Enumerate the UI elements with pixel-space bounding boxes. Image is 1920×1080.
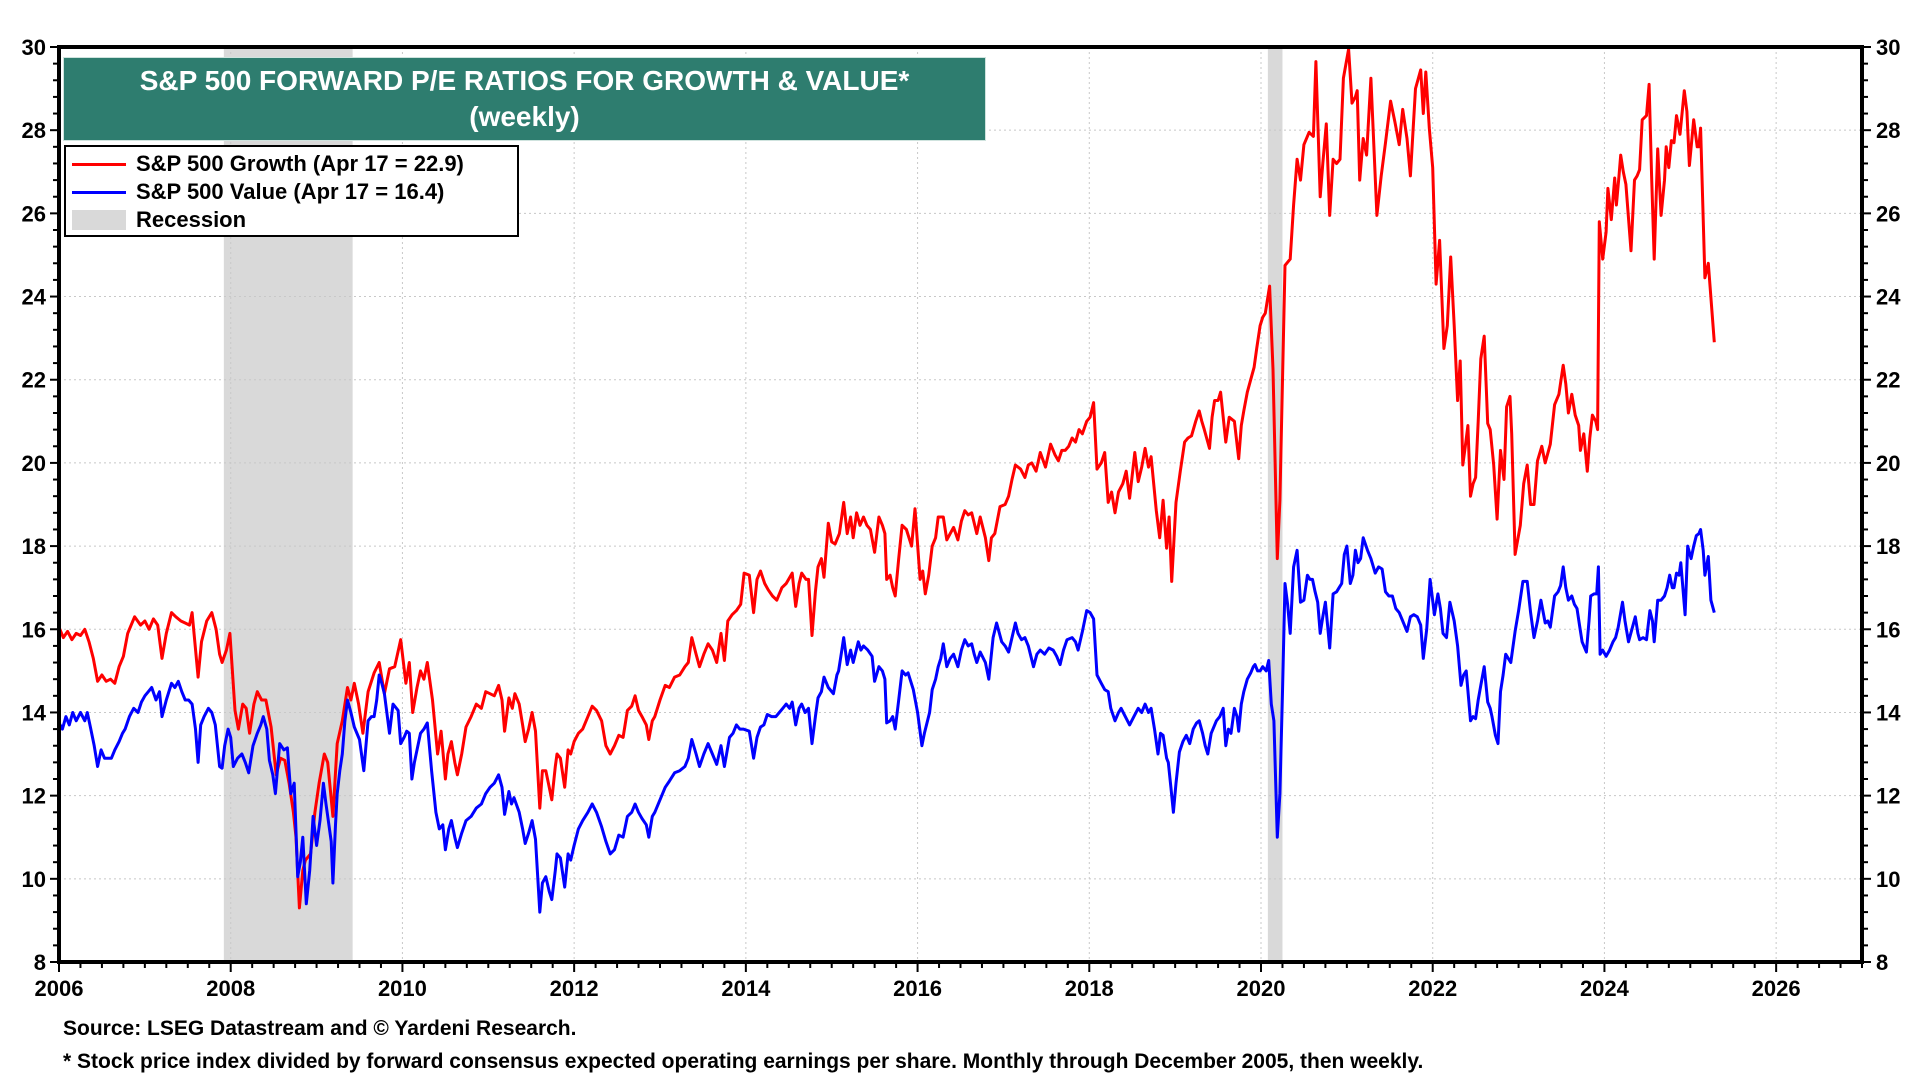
legend-item-value: S&P 500 Value (Apr 17 = 16.4) [72,178,511,206]
y-tick-label-right: 8 [1876,950,1888,975]
y-tick-label-right: 22 [1876,368,1900,393]
y-tick-label-right: 18 [1876,534,1900,559]
legend-swatch-recession [72,210,126,230]
chart-subtitle: (weekly) [469,101,580,132]
x-tick-label: 2020 [1237,976,1286,1001]
x-tick-label: 2016 [893,976,942,1001]
x-tick-label: 2022 [1408,976,1457,1001]
y-tick-label-right: 28 [1876,118,1900,143]
y-tick-label-left: 28 [22,118,46,143]
y-tick-label-right: 10 [1876,867,1900,892]
legend-swatch-value [72,190,126,194]
chart-title: S&P 500 FORWARD P/E RATIOS FOR GROWTH & … [139,65,910,96]
legend-item-recession: Recession [72,206,511,234]
legend: S&P 500 Growth (Apr 17 = 22.9) S&P 500 V… [64,145,519,237]
y-tick-label-left: 14 [22,700,47,725]
legend-swatch-growth [72,162,126,166]
y-tick-label-left: 18 [22,534,46,559]
y-tick-label-right: 14 [1876,700,1901,725]
y-tick-label-left: 20 [22,451,46,476]
x-tick-label: 2006 [35,976,84,1001]
y-tick-label-left: 26 [22,201,46,226]
x-tick-label: 2012 [550,976,599,1001]
axes [50,45,1871,972]
y-tick-label-right: 30 [1876,35,1900,60]
source-note: Source: LSEG Datastream and © Yardeni Re… [63,1017,577,1040]
x-tick-label: 2010 [378,976,427,1001]
y-tick-label-right: 12 [1876,784,1900,809]
chart-title-box: S&P 500 FORWARD P/E RATIOS FOR GROWTH & … [63,57,986,141]
y-tick-label-left: 12 [22,784,46,809]
y-tick-label-left: 30 [22,35,46,60]
x-tick-label: 2014 [721,976,771,1001]
y-tick-label-left: 8 [34,950,46,975]
x-tick-label: 2008 [206,976,255,1001]
y-tick-label-left: 10 [22,867,46,892]
legend-label-recession: Recession [136,207,247,232]
legend-label-growth: S&P 500 Growth (Apr 17 = 22.9) [136,151,464,176]
x-tick-label: 2018 [1065,976,1114,1001]
growth-series-line [57,47,1716,910]
series-lines [57,47,1716,914]
y-tick-label-left: 22 [22,368,46,393]
x-tick-label: 2026 [1752,976,1801,1001]
legend-label-value: S&P 500 Value (Apr 17 = 16.4) [136,179,445,204]
legend-item-growth: S&P 500 Growth (Apr 17 = 22.9) [72,150,511,178]
y-tick-label-right: 20 [1876,451,1900,476]
x-tick-label: 2024 [1580,976,1630,1001]
y-tick-label-left: 16 [22,617,46,642]
y-tick-label-right: 26 [1876,201,1900,226]
value-series-line [57,528,1716,914]
y-tick-label-right: 24 [1876,285,1901,310]
y-tick-label-right: 16 [1876,617,1900,642]
y-tick-label-left: 24 [22,285,47,310]
definition-note: * Stock price index divided by forward c… [63,1050,1424,1073]
